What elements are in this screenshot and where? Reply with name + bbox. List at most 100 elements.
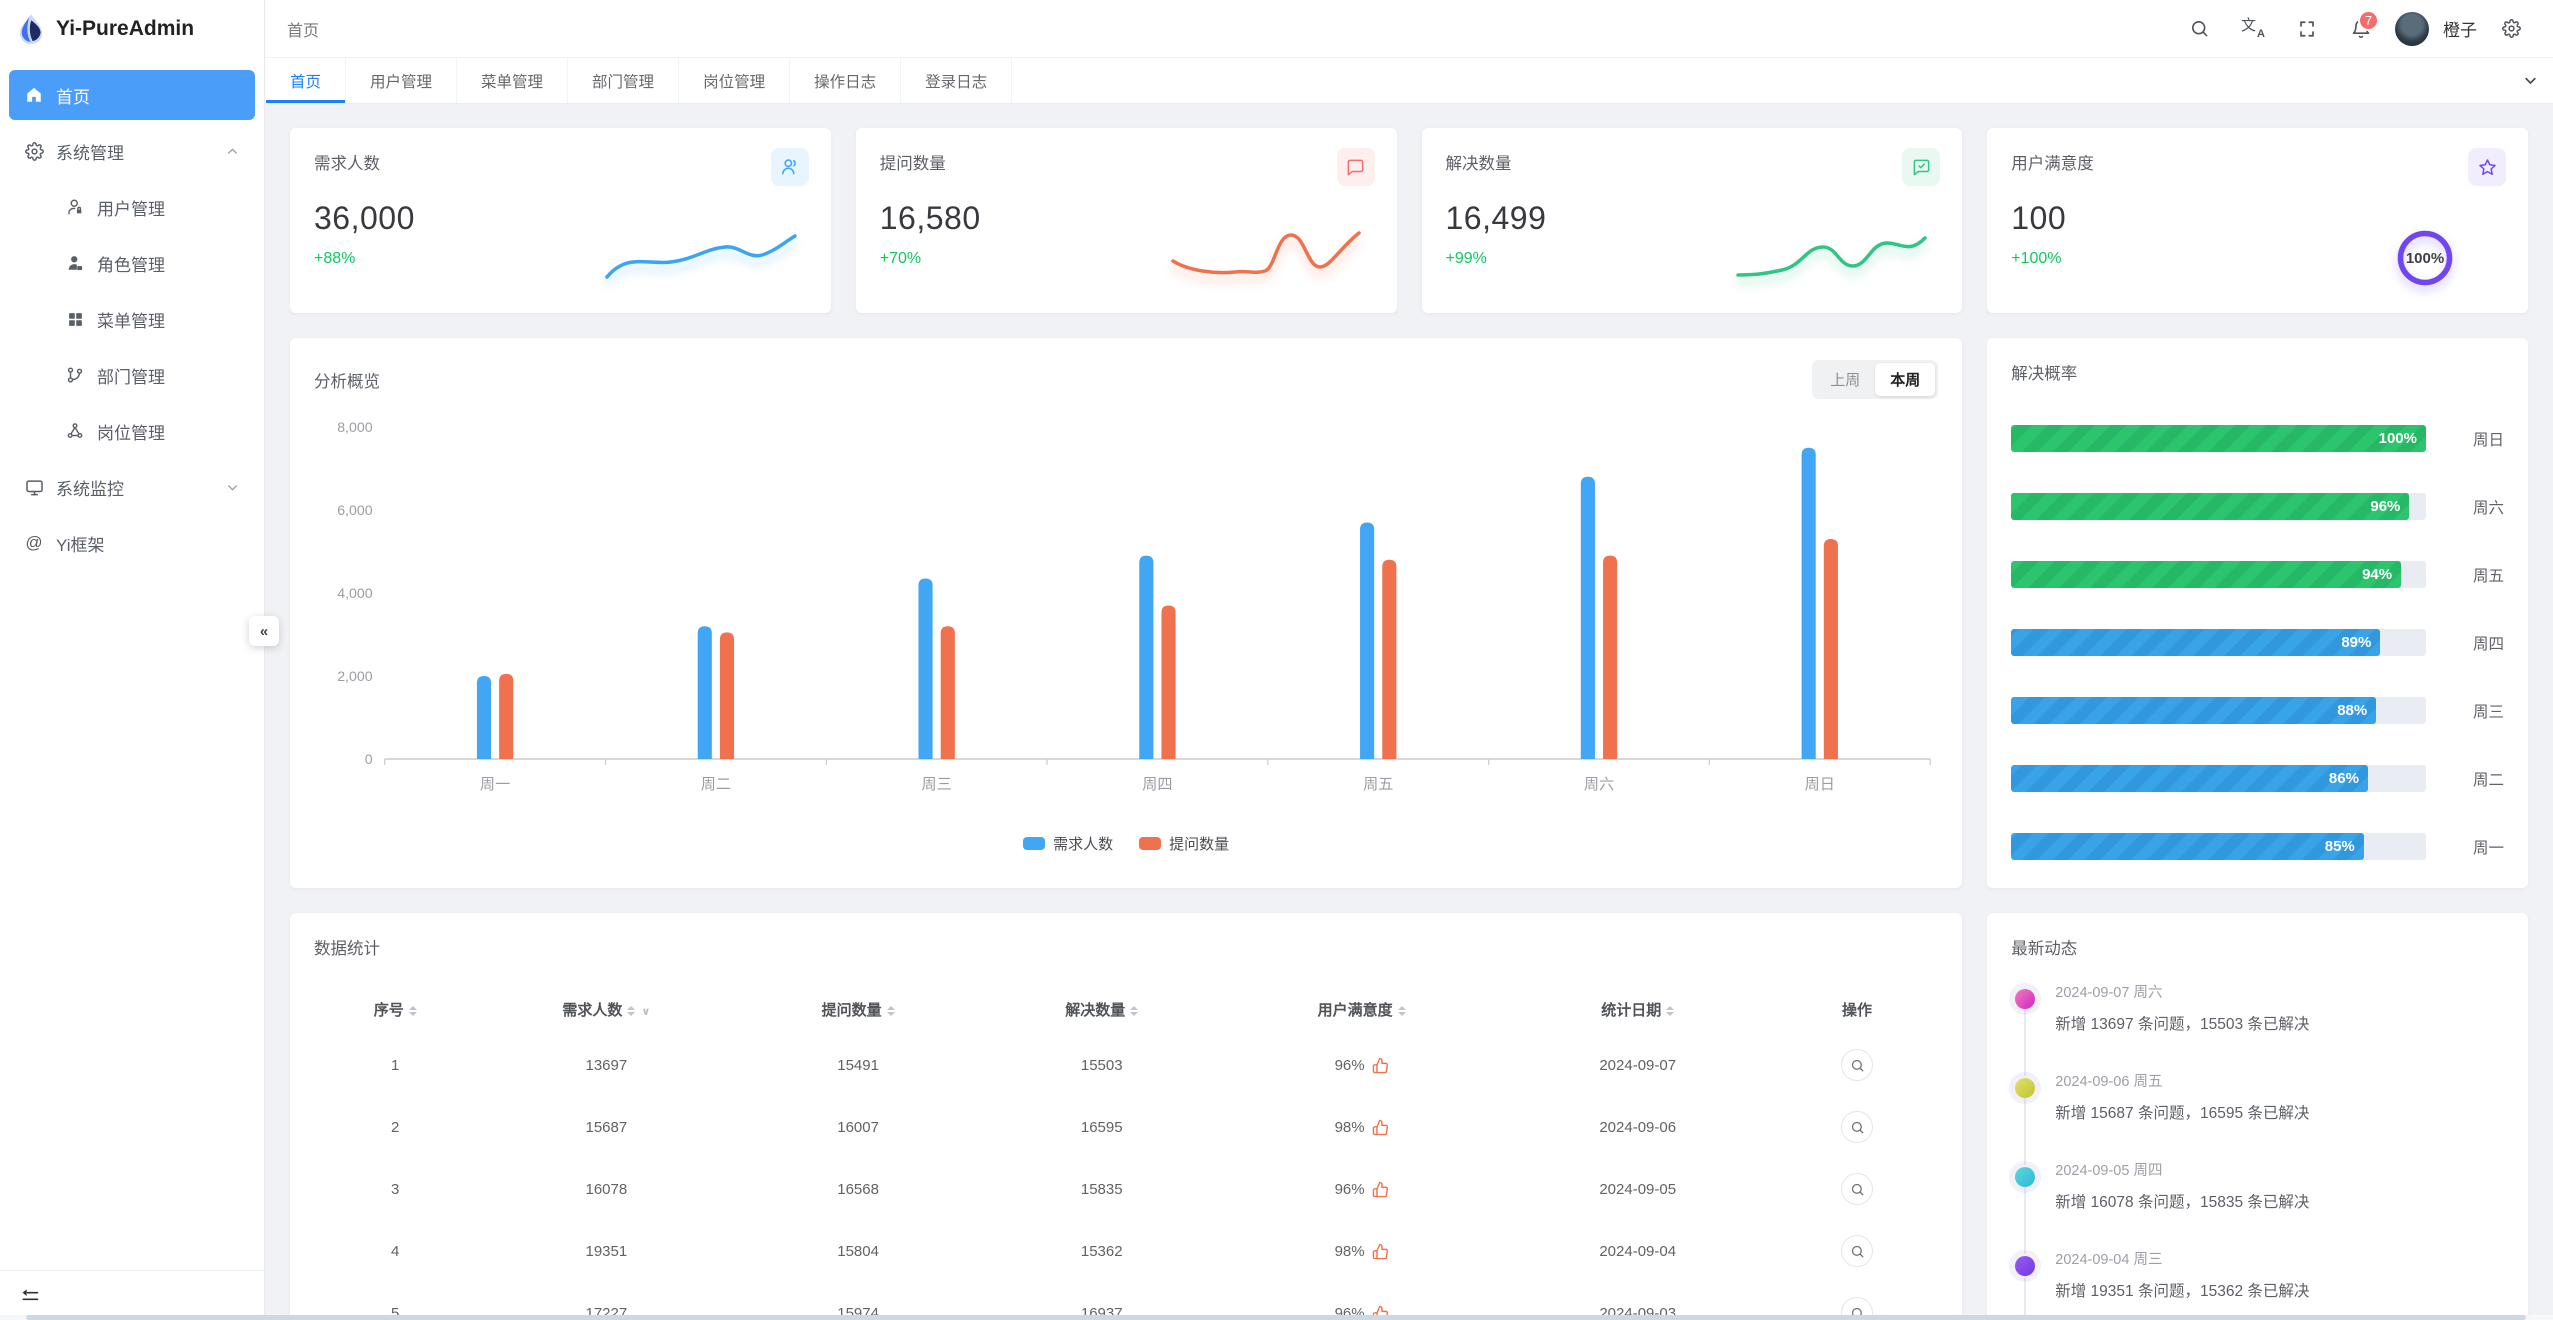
star-icon bbox=[2468, 148, 2506, 186]
progress-value: 89% bbox=[2341, 634, 2372, 651]
cell-date: 2024-09-05 bbox=[1599, 1180, 1677, 1198]
sidebar-item-dept-mgmt[interactable]: 部门管理 bbox=[9, 350, 255, 400]
progress-value: 85% bbox=[2324, 838, 2355, 855]
table-header-0[interactable]: 序号 bbox=[314, 985, 476, 1034]
scrollbar-thumb[interactable] bbox=[26, 1315, 2526, 1320]
progress-label: 周二 bbox=[2472, 771, 2504, 789]
stat-card-questions: 提问数量 16,580 +70% bbox=[855, 128, 1397, 313]
stat-delta: +70% bbox=[879, 250, 922, 267]
grid-icon bbox=[65, 309, 85, 329]
table-header-5[interactable]: 统计日期 bbox=[1500, 985, 1776, 1034]
breadcrumb: 首页 bbox=[287, 22, 320, 40]
timeline-date: 2024-09-05 周四 bbox=[2055, 1163, 2163, 1179]
sidebar-collapse-button[interactable]: « bbox=[249, 616, 279, 646]
view-detail-button[interactable] bbox=[1841, 1049, 1873, 1082]
cell-index: 4 bbox=[391, 1242, 400, 1260]
svg-text:8,000: 8,000 bbox=[337, 419, 373, 435]
progress-value: 86% bbox=[2328, 770, 2359, 787]
tab-3[interactable]: 部门管理 bbox=[568, 58, 680, 103]
sidebar-item-user-mgmt[interactable]: 用户管理 bbox=[9, 182, 255, 232]
timeline-dot bbox=[2015, 989, 2036, 1009]
horizontal-scrollbar[interactable] bbox=[0, 1315, 2553, 1320]
sidebar-item-label: 岗位管理 bbox=[97, 423, 165, 443]
notification-bell-icon[interactable]: 7 bbox=[2341, 7, 2381, 51]
legend-item-1[interactable]: 提问数量 bbox=[1139, 833, 1229, 854]
view-detail-button[interactable] bbox=[1841, 1173, 1873, 1206]
progress-track: 85% bbox=[2011, 833, 2426, 860]
sidebar-item-role-mgmt[interactable]: 角色管理 bbox=[9, 238, 255, 288]
progress-value: 88% bbox=[2337, 702, 2368, 719]
sidebar-item-post-mgmt[interactable]: 岗位管理 bbox=[9, 406, 255, 456]
sparkline-solved bbox=[1736, 236, 1927, 277]
svg-text:0: 0 bbox=[365, 751, 373, 767]
message-check-icon bbox=[1902, 148, 1941, 186]
timeline-date: 2024-09-06 周五 bbox=[2055, 1074, 2163, 1090]
tab-5[interactable]: 操作日志 bbox=[790, 58, 902, 103]
sidebar-item-home[interactable]: 首页 bbox=[9, 70, 255, 120]
table-header-1[interactable]: 需求人数 ∨ bbox=[562, 1002, 651, 1020]
tab-2[interactable]: 菜单管理 bbox=[457, 58, 569, 103]
sidebar-item-label: 首页 bbox=[56, 87, 90, 107]
search-icon[interactable] bbox=[2179, 7, 2219, 51]
avatar[interactable] bbox=[2395, 11, 2429, 46]
cell-date: 2024-09-06 bbox=[1599, 1118, 1677, 1136]
stat-value: 16,499 bbox=[1445, 200, 1547, 236]
fold-sidebar-icon[interactable] bbox=[20, 1286, 40, 1306]
username[interactable]: 橙子 bbox=[2443, 21, 2477, 40]
progress-fill: 86% bbox=[2011, 765, 2368, 792]
table-header-4[interactable]: 用户满意度 bbox=[1224, 985, 1500, 1034]
sort-carets-icon[interactable] bbox=[886, 1002, 895, 1020]
cell-index: 1 bbox=[391, 1056, 400, 1074]
progress-track: 86% bbox=[2011, 765, 2426, 792]
cell-demand: 13697 bbox=[585, 1056, 628, 1074]
cell-solved: 15503 bbox=[1080, 1056, 1123, 1074]
view-detail-button[interactable] bbox=[1841, 1235, 1873, 1268]
view-detail-button[interactable] bbox=[1841, 1111, 1873, 1144]
role-user-icon bbox=[65, 253, 85, 273]
progress-label: 周四 bbox=[2472, 635, 2504, 653]
fullscreen-icon[interactable] bbox=[2287, 7, 2327, 51]
tab-4[interactable]: 岗位管理 bbox=[679, 58, 791, 103]
gauge-value: 100% bbox=[2405, 249, 2445, 267]
table-header-2[interactable]: 提问数量 bbox=[736, 985, 980, 1034]
sort-carets-icon[interactable] bbox=[1397, 1002, 1406, 1020]
stat-title: 提问数量 bbox=[879, 155, 946, 173]
progress-track: 96% bbox=[2011, 493, 2426, 520]
timeline-text: 新增 15687 条问题，16595 条已解决 bbox=[2055, 1105, 2310, 1122]
stat-card-satisfaction: 用户满意度 100 +100% 100% bbox=[1987, 128, 2528, 313]
user-icon bbox=[65, 197, 85, 217]
sort-carets-icon[interactable] bbox=[627, 1002, 636, 1020]
table-header-3[interactable]: 解决数量 bbox=[980, 985, 1224, 1034]
sort-carets-icon[interactable] bbox=[408, 1002, 417, 1020]
tab-6[interactable]: 登录日志 bbox=[901, 58, 1013, 103]
tabs-dropdown-icon[interactable] bbox=[2507, 58, 2553, 103]
stat-card-solved: 解决数量 16,499 +99% bbox=[1421, 128, 1963, 313]
sidebar-item-system-monitor[interactable]: 系统监控 bbox=[9, 462, 255, 512]
settings-gear-icon[interactable] bbox=[2491, 7, 2531, 51]
timeline-date: 2024-09-07 周六 bbox=[2055, 985, 2163, 1001]
satisfaction-gauge: 100% bbox=[2396, 229, 2454, 287]
sidebar-item-system-mgmt[interactable]: 系统管理 bbox=[9, 126, 255, 176]
legend-item-0[interactable]: 需求人数 bbox=[1023, 833, 1113, 854]
thumbs-up-icon bbox=[1372, 1057, 1389, 1074]
cell-questions: 16007 bbox=[837, 1118, 879, 1136]
sort-carets-icon[interactable] bbox=[1666, 1002, 1675, 1020]
stat-value: 16,580 bbox=[879, 200, 981, 236]
view-detail-button[interactable] bbox=[1841, 1297, 1873, 1320]
tab-0[interactable]: 首页 bbox=[266, 58, 347, 103]
grouped-bar-chart: 0 2,000 4,000 6,000 8,000 周一 周二 周三 周四 周五 周六 周日 bbox=[337, 419, 1931, 793]
progress-fill: 96% bbox=[2011, 493, 2410, 520]
sidebar-item-yi-framework[interactable]: @ Yi框架 bbox=[9, 518, 255, 568]
tab-1[interactable]: 用户管理 bbox=[346, 58, 458, 103]
chevron-down-icon[interactable]: ∨ bbox=[641, 1006, 651, 1018]
toggle-this-week[interactable]: 本周 bbox=[1875, 363, 1936, 396]
toggle-last-week[interactable]: 上周 bbox=[1830, 372, 1861, 389]
sidebar-item-menu-mgmt[interactable]: 菜单管理 bbox=[9, 294, 255, 344]
sort-carets-icon[interactable] bbox=[1130, 1002, 1139, 1020]
thumbs-up-icon bbox=[1372, 1181, 1389, 1198]
cell-questions: 15804 bbox=[837, 1242, 879, 1260]
timeline-text: 新增 16078 条问题，15835 条已解决 bbox=[2055, 1194, 2310, 1211]
solve-rate-row: 85% 周一 bbox=[2011, 833, 2504, 860]
